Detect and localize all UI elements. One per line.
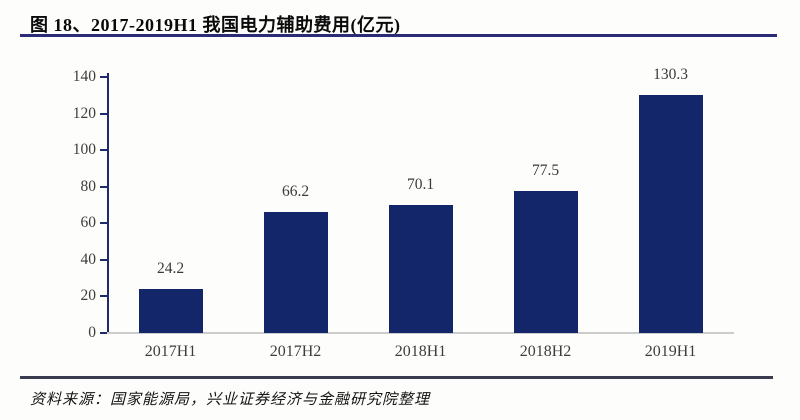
y-axis-tick-label: 60 <box>80 214 97 232</box>
y-axis-line <box>107 73 109 333</box>
y-axis-tick-mark <box>100 185 107 188</box>
y-axis-tick-label: 100 <box>72 141 96 159</box>
x-axis-category-label: 2018H1 <box>394 343 447 360</box>
bar-2017H1 <box>138 288 203 333</box>
x-axis-category-label: 2018H2 <box>519 343 572 360</box>
y-axis-tick-mark <box>100 258 107 261</box>
y-axis-tick-mark <box>100 76 107 78</box>
y-axis-tick-label: 0 <box>88 324 96 341</box>
bar-value-label: 77.5 <box>531 162 560 180</box>
y-axis-tick-mark <box>100 222 107 225</box>
y-axis-tick-label: 120 <box>72 104 96 122</box>
x-axis-category-label: 2017H1 <box>144 343 197 360</box>
y-axis-tick-label: 20 <box>80 287 97 305</box>
y-axis-tick-mark <box>100 149 107 152</box>
y-axis-tick-label: 140 <box>72 68 96 85</box>
bar-2019H1 <box>638 94 703 333</box>
source-text: 资料来源：国家能源局，兴业证券经济与金融研究院整理 <box>30 392 431 408</box>
bar-value-label: 70.1 <box>406 175 435 193</box>
y-axis-tick-mark <box>100 112 107 115</box>
bar-value-label: 24.2 <box>156 259 185 277</box>
bar-value-label: 130.3 <box>653 65 688 83</box>
y-axis-tick-mark <box>100 295 107 298</box>
y-axis-tick-label: 40 <box>80 250 97 268</box>
y-axis-tick-mark <box>100 332 107 334</box>
footer-rule <box>20 376 773 379</box>
bar-2018H1 <box>388 204 453 333</box>
figure-title: 图 18、2017-2019H1 我国电力辅助费用(亿元) <box>30 15 401 35</box>
x-axis-line <box>107 332 734 334</box>
x-axis-category-label: 2019H1 <box>644 343 697 360</box>
bar-value-label: 66.2 <box>281 182 310 200</box>
bar-2018H2 <box>513 191 578 333</box>
y-axis-tick-label: 80 <box>80 177 97 195</box>
title-rule <box>20 34 777 37</box>
x-axis-category-label: 2017H2 <box>269 343 322 360</box>
bar-2017H2 <box>263 211 328 333</box>
